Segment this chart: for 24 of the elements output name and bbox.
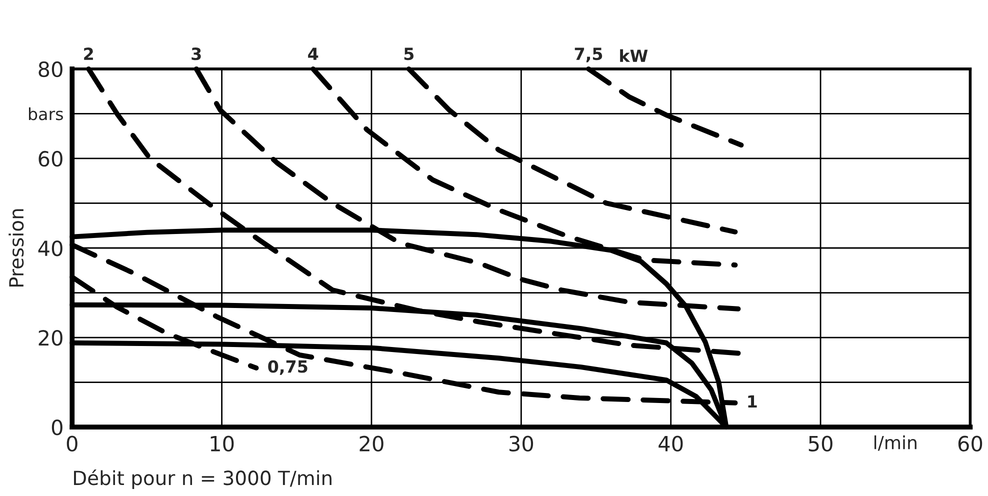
series-label: 5 bbox=[404, 48, 414, 60]
y-tick-label: 80 bbox=[38, 61, 62, 78]
x-tick-label: 10 bbox=[210, 436, 234, 452]
y-tick-label: 40 bbox=[38, 240, 62, 256]
series-label: 4 bbox=[308, 48, 318, 60]
x-axis-title: Débit pour n = 3000 T/min bbox=[74, 469, 332, 490]
x-tick-label: 60 bbox=[958, 436, 982, 452]
y-axis-title: Pression bbox=[8, 209, 24, 286]
y-tick-label: 60 bbox=[38, 150, 62, 167]
x-tick-label: 0 bbox=[66, 436, 78, 452]
text: kW bbox=[620, 49, 648, 62]
series-label: 7,5 bbox=[574, 48, 602, 62]
x-tick-label: 20 bbox=[360, 436, 384, 452]
x-tick-label: 30 bbox=[510, 436, 534, 452]
series-label: 1 bbox=[748, 395, 757, 408]
y-tick-label: 0 bbox=[52, 420, 62, 436]
x-tick-label: l/min bbox=[874, 435, 916, 451]
series-label: 3 bbox=[192, 48, 201, 60]
x-tick-label: 50 bbox=[808, 436, 832, 452]
series-label: 2 bbox=[84, 48, 93, 60]
y-tick-label: bars bbox=[28, 107, 63, 120]
x-tick-label: 40 bbox=[658, 436, 683, 452]
y-tick-label: 20 bbox=[38, 330, 62, 346]
series-label: 0,75 bbox=[268, 360, 308, 375]
